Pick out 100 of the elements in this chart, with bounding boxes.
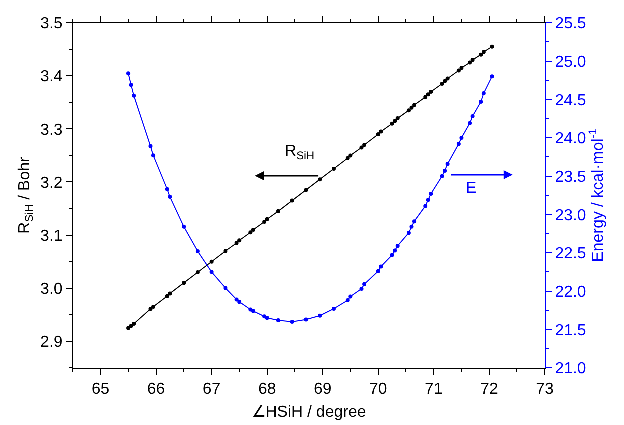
point	[468, 60, 472, 65]
point	[412, 220, 417, 224]
point	[290, 198, 294, 203]
y-tick-label: 3.4	[40, 68, 63, 86]
point	[393, 248, 398, 253]
point	[132, 322, 136, 326]
point	[490, 44, 494, 49]
point	[165, 187, 170, 192]
y2-tick-label: 23.5	[555, 168, 586, 186]
x-tick-label: 67	[202, 381, 221, 398]
point	[456, 142, 461, 146]
point	[482, 50, 486, 54]
x-tick-label: 66	[147, 381, 166, 398]
point	[234, 241, 239, 246]
point	[482, 92, 486, 96]
point	[410, 224, 414, 229]
x-tick-label: 71	[425, 381, 443, 398]
point	[470, 58, 475, 62]
point	[251, 309, 256, 314]
point	[126, 72, 131, 76]
point	[429, 192, 434, 196]
point	[440, 174, 444, 178]
annotation: R$_{SiH}$	[285, 143, 315, 162]
point	[165, 294, 170, 298]
point	[379, 264, 384, 269]
point	[129, 324, 134, 328]
point	[238, 300, 242, 304]
point	[332, 306, 336, 311]
point	[424, 204, 428, 208]
point	[276, 318, 280, 322]
point	[379, 130, 384, 134]
point	[429, 90, 434, 94]
point	[265, 217, 270, 222]
y-tick-label: 3.5	[40, 16, 63, 33]
point	[446, 162, 450, 166]
point	[446, 76, 450, 81]
x-tick-label: 68	[258, 381, 276, 398]
point	[406, 108, 411, 113]
y2-tick-label: 22.0	[555, 284, 586, 301]
point	[152, 154, 156, 158]
x-tick-label: 69	[314, 381, 332, 398]
y-tick-label: 3.3	[40, 122, 63, 139]
point	[290, 320, 294, 324]
point	[262, 220, 267, 224]
point	[251, 228, 256, 232]
point	[470, 114, 475, 119]
point	[148, 144, 153, 148]
point	[346, 156, 350, 160]
point	[318, 178, 322, 182]
point	[196, 249, 200, 254]
point	[410, 106, 414, 110]
point	[332, 166, 336, 171]
point	[468, 121, 472, 126]
point	[390, 122, 394, 126]
point	[129, 83, 134, 88]
x-tick-label: 73	[536, 381, 554, 398]
point	[348, 154, 353, 158]
point	[479, 100, 484, 104]
point	[148, 307, 153, 312]
point	[248, 230, 253, 235]
point	[182, 224, 186, 229]
point	[210, 260, 214, 264]
point	[376, 269, 380, 274]
point	[412, 103, 417, 108]
point	[456, 68, 461, 73]
point	[276, 209, 280, 214]
y-tick-label: 3.2	[40, 174, 63, 192]
point	[390, 253, 394, 258]
y2-tick-label: 23.0	[555, 207, 586, 224]
y-tick-label: 3.1	[40, 228, 63, 245]
point	[460, 136, 464, 140]
point	[490, 74, 494, 79]
point	[443, 79, 448, 84]
y2-tick-label: 22.5	[555, 246, 586, 263]
point	[182, 281, 186, 286]
point	[126, 326, 131, 330]
point	[152, 304, 156, 309]
y2-tick-label: 25.5	[555, 16, 586, 33]
y2-tick-label: 21.5	[555, 322, 586, 340]
point	[424, 95, 428, 100]
point	[318, 314, 322, 318]
annotation: E	[466, 180, 477, 197]
point	[348, 294, 353, 299]
point	[346, 298, 350, 303]
point	[224, 249, 228, 254]
x-tick-label: 70	[370, 381, 388, 398]
x-tick-label: 72	[480, 381, 498, 398]
y2-tick-label: 24.0	[555, 130, 586, 148]
point	[265, 316, 270, 320]
point	[210, 270, 214, 274]
point	[238, 238, 242, 243]
y-tick-label: 3.0	[40, 280, 63, 298]
y-tick-label: 2.9	[40, 334, 63, 352]
point	[132, 94, 136, 98]
point	[440, 82, 444, 86]
point	[406, 231, 411, 236]
point	[362, 282, 367, 286]
point	[460, 66, 464, 70]
point	[262, 314, 267, 319]
y2-tick-label: 24.5	[555, 92, 586, 110]
